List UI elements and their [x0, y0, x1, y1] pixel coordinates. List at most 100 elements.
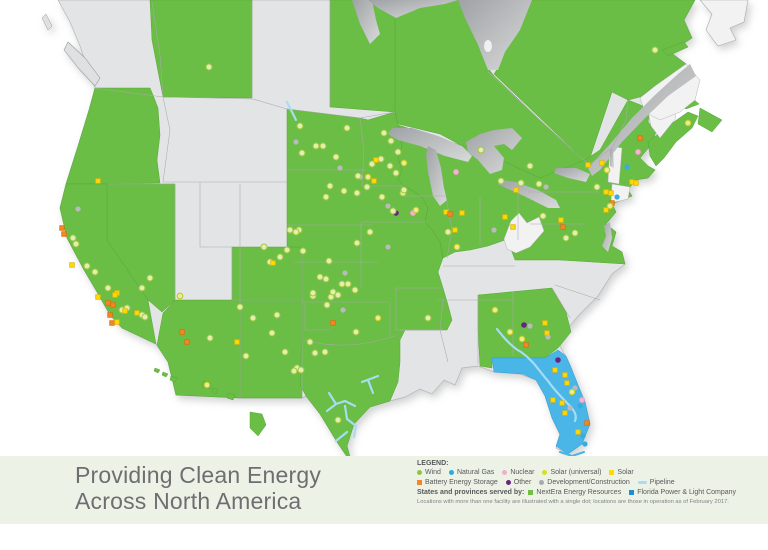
facility-dot-solar: [373, 157, 379, 163]
facility-dot-solar: [95, 178, 101, 184]
facility-dot-wind: [104, 284, 112, 292]
facility-dot-wind: [389, 207, 397, 215]
legend-row-2: Battery Energy Storage Other Development/C…: [417, 479, 757, 486]
facility-dot-battery: [59, 225, 65, 231]
facility-dot-wind: [535, 180, 543, 188]
facility-dot-solar: [633, 180, 639, 186]
facility-dot-solar: [559, 400, 565, 406]
facility-dot-wind: [286, 226, 294, 234]
facility-layer: [59, 46, 692, 447]
newfoundland: [699, 0, 749, 47]
facility-dot-wind: [497, 177, 505, 185]
region-new-mexico: [239, 299, 303, 399]
facility-dot-solaru: [603, 166, 611, 174]
facility-dot-wind: [387, 137, 395, 145]
facility-dot-battery: [523, 342, 529, 348]
facility-dot-wind: [319, 142, 327, 150]
facility-dot-wind: [444, 228, 452, 236]
facility-dot-wind: [378, 193, 386, 201]
facility-dot-wind: [400, 186, 408, 194]
haida-gwaii: [41, 13, 53, 31]
fpl-swatch-icon: [629, 490, 635, 495]
facility-dot-dev: [337, 165, 343, 171]
served-item-label: NextEra Energy Resources: [536, 489, 622, 496]
facility-dot-wind: [296, 122, 304, 130]
region-anticosti: [661, 41, 689, 57]
facility-dot-wind: [366, 228, 374, 236]
legend-item-gas: Natural Gas: [448, 469, 494, 476]
legend-item-label: Battery Energy Storage: [425, 479, 498, 486]
region-florida: [491, 349, 591, 455]
pipeline-swatch-icon: [637, 481, 647, 484]
legend-item-label: Solar (universal): [550, 469, 602, 476]
facility-dot-solar: [513, 187, 519, 193]
served-item-fpl: Florida Power & Light Company: [629, 489, 736, 496]
facility-dot-wind: [380, 129, 388, 137]
title-line-2: Across North America: [75, 487, 302, 514]
facility-dot-solar: [270, 260, 276, 266]
facility-dot-battery: [107, 312, 113, 318]
facility-dot-wind: [316, 273, 324, 281]
legend-item-dev: Development/Construction: [539, 479, 630, 486]
north-america-map: [41, 0, 749, 465]
facility-dot-wind: [343, 124, 351, 132]
facility-dot-other: [555, 357, 561, 363]
facility-dot-solar: [575, 429, 581, 435]
other-swatch-icon: [505, 480, 511, 485]
legend-item-label: Nuclear: [510, 469, 535, 476]
facility-dot-solar: [371, 178, 377, 184]
facility-dot-battery: [637, 135, 643, 141]
gas-swatch-icon: [448, 470, 454, 475]
facility-dot-wind: [354, 172, 362, 180]
facility-dot-solaru: [606, 202, 614, 210]
facility-dot-wind: [338, 280, 346, 288]
facility-dot-wind: [283, 246, 291, 254]
facility-dot-wind: [322, 193, 330, 201]
facility-dot-wind: [260, 243, 268, 251]
facility-dot-wind: [206, 334, 214, 342]
facility-dot-solar: [69, 262, 75, 268]
facility-dot-nuclear: [635, 148, 642, 155]
region-quebec: [493, 0, 696, 165]
facility-dot-wind: [273, 311, 281, 319]
pipeline-layer: [285, 100, 577, 443]
facility-dot-solaru: [400, 159, 408, 167]
facility-dot-solaru: [176, 292, 184, 300]
pipeline-path: [325, 391, 358, 443]
lake-erie: [498, 180, 560, 208]
facility-dot-wind: [290, 367, 298, 375]
facility-dot-wind: [83, 262, 91, 270]
legend-item-label: Development/Construction: [547, 479, 630, 486]
legend-item-wind: Wind: [417, 469, 441, 476]
facility-dot-wind: [249, 314, 257, 322]
facility-dot-solar: [542, 320, 548, 326]
facility-dot-wind: [205, 63, 213, 71]
facility-dot-wind: [322, 275, 330, 283]
facility-dot-solaru: [364, 173, 372, 181]
facility-dot-dev: [340, 307, 346, 313]
facility-dot-solaru: [453, 243, 461, 251]
facility-dot-solar: [564, 380, 570, 386]
facility-dot-wind: [352, 328, 360, 336]
facility-dot-solar: [122, 308, 128, 314]
facility-dot-solar: [510, 224, 516, 230]
served-regions: [59, 0, 723, 465]
facility-dot-wind: [309, 289, 317, 297]
facility-dot-wind: [312, 142, 320, 150]
facility-dot-wind: [236, 303, 244, 311]
facility-dot-solar: [562, 372, 568, 378]
facility-dot-wind: [141, 313, 149, 321]
facility-dot-gas: [614, 194, 620, 200]
region-colorado: [231, 246, 303, 301]
facility-dot-wind: [334, 416, 342, 424]
facility-dot-wind: [651, 46, 659, 54]
facility-dot-battery: [61, 231, 67, 237]
facility-dot-solar: [562, 410, 568, 416]
facility-dot-solar: [603, 189, 609, 195]
facility-dot-nuclear: [579, 396, 586, 403]
nextera-swatch-icon: [528, 490, 534, 495]
lake-winnipeg: [352, 0, 380, 44]
facility-dot-wind: [326, 182, 334, 190]
facility-dot-wind: [306, 338, 314, 346]
facility-dot-solar: [95, 294, 101, 300]
